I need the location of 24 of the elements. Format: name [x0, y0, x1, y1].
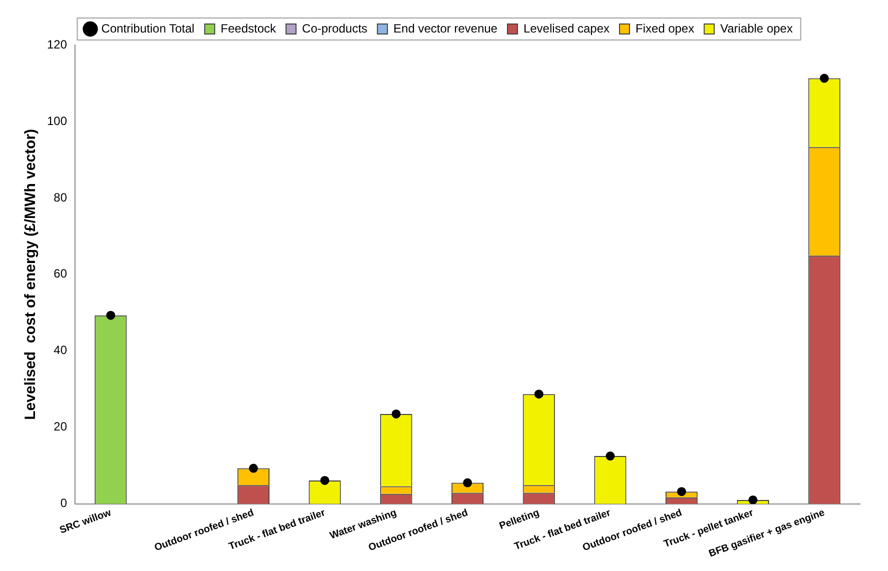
legend-label: Fixed opex [636, 21, 694, 36]
y-tick-label: 120 [46, 37, 68, 52]
y-tick-label: 60 [54, 266, 68, 281]
point [248, 464, 258, 473]
y-tick-label: 100 [46, 114, 68, 128]
point [820, 74, 829, 83]
point [320, 476, 330, 485]
point [106, 310, 116, 320]
legend-label: End vector revenue [393, 21, 498, 36]
legend-label: Levelised capex [523, 21, 610, 36]
point [606, 452, 615, 461]
point [392, 409, 401, 418]
y-tick-label: 80 [54, 190, 68, 204]
point [463, 478, 472, 488]
point [748, 495, 758, 504]
legend-label: Feedstock [220, 21, 278, 36]
point [534, 390, 544, 399]
y-tick-label: 20 [54, 420, 68, 434]
legend-label: Contribution Total [101, 21, 194, 36]
legend-label: Variable opex [720, 21, 793, 36]
legend-label: Co-products [302, 21, 368, 36]
y-tick-label: 40 [54, 343, 68, 358]
y-axis-title: Levelised cost of energy (£/MWh vector) [22, 128, 40, 420]
point [677, 487, 686, 496]
